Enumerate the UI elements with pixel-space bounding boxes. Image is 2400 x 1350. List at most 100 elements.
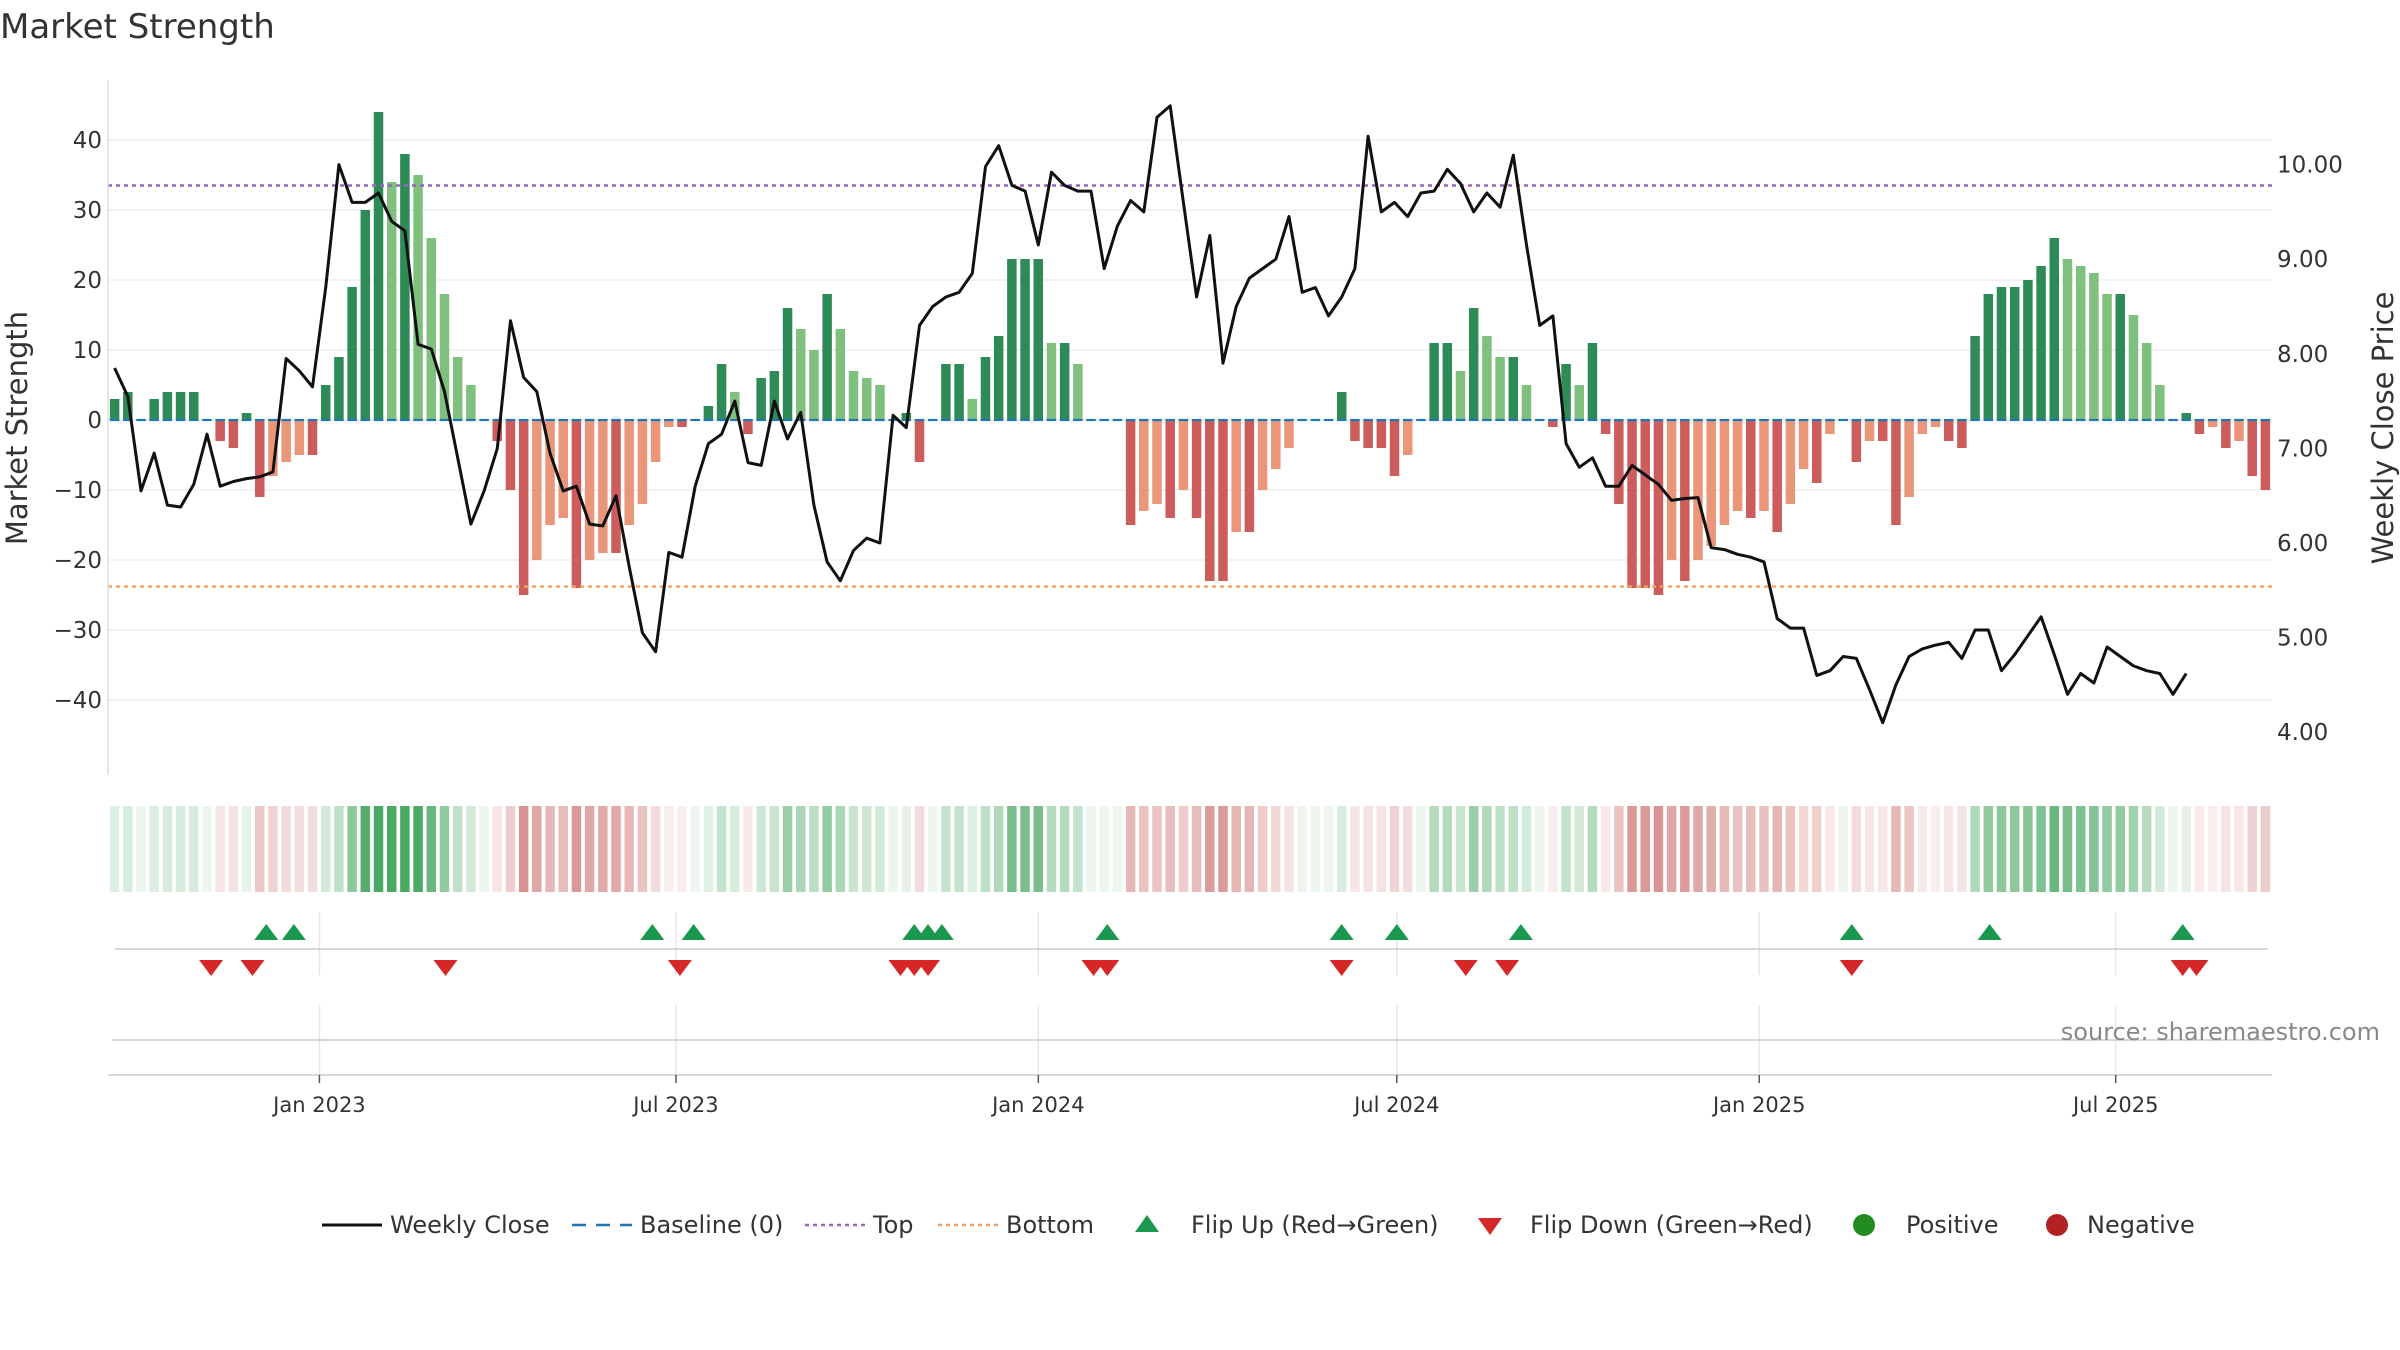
heat-cell [558,806,568,892]
heat-cell [2102,806,2112,892]
strength-bar [1917,420,1928,434]
right-tick-label: 4.00 [2277,720,2328,746]
strength-bar [1785,420,1796,504]
strength-bar [386,182,397,420]
heat-cell [1178,806,1189,892]
legend-label: Positive [1906,1211,1999,1239]
weekly-close-line [113,104,2188,725]
heat-cell [1548,806,1558,892]
heat-cell [347,806,357,892]
flip-down-marker [1839,960,1864,976]
heat-cell [532,806,542,892]
heat-cell [2141,806,2152,892]
heat-cell [1759,806,1769,892]
timeline-panel: Jan 2023 Jul 2023 Jan 2024 Jul 2024 Jan 2025… [108,1039,2272,1117]
legend-label: Flip Down (Green→Red) [1530,1211,1813,1239]
strength-bar [1719,420,1730,525]
strength-bar [1455,371,1466,420]
strength-bar [1007,259,1017,420]
strength-bar [1561,364,1571,420]
strength-bar [967,399,978,420]
heat-cell [1693,806,1703,892]
strength-bar [664,420,674,427]
strength-bar [1073,364,1083,420]
flip-down-marker [1495,960,1520,976]
heat-cell [1416,806,1426,892]
heat-cell [2049,806,2060,892]
strength-bar [1468,308,1479,420]
heat-cell [123,806,133,892]
heat-cell [1666,806,1677,892]
flip-down-marker [433,960,458,976]
x-tick-label: Jan 2024 [990,1093,1085,1117]
heat-cell [1825,806,1835,892]
strength-bar [2062,259,2073,420]
heat-cell [1917,806,1928,892]
heat-cell [571,806,582,892]
heat-cell [954,806,964,892]
flip-down-marker [916,960,941,976]
heat-cell [822,806,832,892]
left-tick-label: 20 [73,268,102,294]
heat-cell [2221,806,2231,892]
heat-cell [162,806,173,892]
heat-cell [1970,806,1980,892]
heat-cell [1706,806,1716,892]
strength-bar [1957,420,1967,448]
strength-bar [2009,287,2020,420]
heat-cell [492,806,503,892]
strength-bar [1020,259,1030,420]
flip-up-marker [1508,924,1533,940]
heat-cell [1152,806,1162,892]
heat-cell [1033,806,1044,892]
strength-bar [809,350,819,420]
strength-bar [2221,420,2231,448]
strength-bar [1376,420,1387,448]
strength-bar [373,112,384,420]
heat-cell [875,806,885,892]
heat-cell [1640,806,1650,892]
flip-up-marker [254,924,279,940]
strength-bar [875,385,885,420]
heat-cell [241,806,252,892]
strength-bar [1798,420,1809,469]
heat-cell [1574,806,1585,892]
strength-bar [1284,420,1294,448]
strength-bar [1191,420,1202,518]
left-axis-label: Market Strength [0,311,34,545]
strength-bar [624,420,634,525]
strength-bar [1350,420,1360,441]
flip-down-marker [199,960,224,976]
heat-cell [861,806,872,892]
heat-cell [373,806,384,892]
strength-bar [109,399,120,420]
heat-cell [334,806,344,892]
flip-down-marker [1095,960,1120,976]
right-tick-label: 6.00 [2277,531,2328,557]
heat-cell [756,806,766,892]
heat-cell [624,806,634,892]
strength-bar [254,420,265,497]
strength-bar [677,420,687,427]
heat-cell [307,806,318,892]
strength-bar [1759,420,1769,511]
strength-bar [1943,420,1954,441]
strength-bar [281,420,291,462]
heat-cell [914,806,925,892]
strength-bar [703,406,714,420]
strength-bar [466,385,476,420]
strength-bar [611,420,621,553]
strength-bar [1864,420,1875,441]
heat-cell [1996,806,2007,892]
heat-cell [703,806,714,892]
strength-bar [1521,385,1532,420]
legend-item-close: Weekly Close [322,1211,550,1239]
legend-label: Negative [2087,1211,2195,1239]
left-tick-label: −40 [53,688,102,714]
heat-cell [1587,806,1598,892]
heat-cell [1139,806,1149,892]
strength-bar [1666,420,1677,560]
heat-cell [809,806,819,892]
left-tick-label: 30 [73,198,102,224]
strength-bar [1970,336,1980,420]
